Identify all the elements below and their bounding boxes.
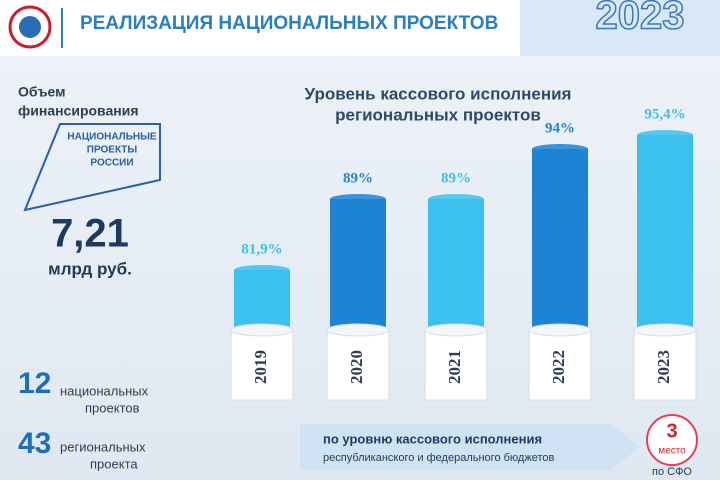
bar [234,270,290,330]
bar-base [528,329,592,401]
bar-base-top [424,323,488,337]
place-number: 3 [666,420,677,442]
bar-base [424,329,488,401]
funding-label: Объем [18,84,66,100]
bar-base-top [633,323,697,337]
footer-text: республиканского и федерального бюджетов [323,452,554,464]
value-label: 81,9% [241,241,282,257]
bar [330,199,386,330]
logo-text: ПРОЕКТЫ [87,145,138,156]
project-count: 43 [18,427,51,460]
header-title: РЕАЛИЗАЦИЯ НАЦИОНАЛЬНЫХ ПРОЕКТОВ [80,13,498,34]
project-label: национальных [60,383,149,398]
bar-base [326,329,390,401]
bar [637,135,693,330]
place-badge [646,414,698,466]
header-image [520,0,720,56]
footer-text: по уровню кассового исполнения [323,431,542,446]
project-count: 12 [18,367,51,400]
emblem-core [19,16,41,38]
funding-label: финансирования [18,103,139,119]
x-tick-label: 2023 [654,350,673,384]
chart-title: Уровень кассового исполнения [305,84,572,103]
x-tick-label: 2021 [445,350,464,384]
value-label: 94% [545,120,575,136]
funding-unit: млрд руб. [48,259,132,278]
bar-cap [330,194,386,204]
bar-base-top [230,323,294,337]
bar-base [633,329,697,401]
place-region: по СФО [652,466,692,478]
place-label: место [658,446,686,457]
bar [428,199,484,330]
bar-cap [234,265,290,275]
bar-cap [428,194,484,204]
bar-base-top [528,323,592,337]
value-label: 95,4% [644,106,685,122]
footer-banner [300,424,640,470]
chart-title: региональных проектов [335,105,541,124]
x-tick-label: 2022 [549,350,568,384]
value-label: 89% [343,170,373,186]
bar-base [230,329,294,401]
project-label: проекта [90,456,138,471]
x-tick-label: 2020 [347,350,366,384]
x-tick-label: 2019 [251,350,270,384]
logo-text: РОССИИ [90,158,133,169]
header-year: 2023 [596,0,685,38]
logo-frame [23,123,161,212]
bar-cap [532,144,588,154]
bar [532,149,588,330]
project-label: региональных [60,439,146,454]
value-label: 89% [441,170,471,186]
project-label: проектов [85,400,140,415]
funding-amount: 7,21 [51,212,129,256]
logo-text: НАЦИОНАЛЬНЫЕ [67,132,156,143]
bar-base-top [326,323,390,337]
bar-cap [637,130,693,140]
